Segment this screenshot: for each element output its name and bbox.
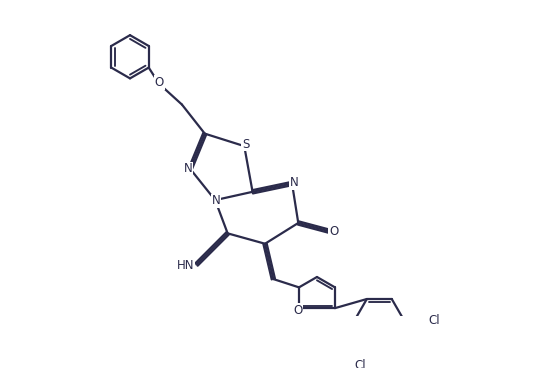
Text: Cl: Cl <box>428 314 440 327</box>
Text: S: S <box>242 138 249 151</box>
Text: N: N <box>184 162 193 176</box>
Text: Cl: Cl <box>355 360 366 368</box>
Text: N: N <box>211 194 220 208</box>
Text: HN: HN <box>177 259 194 272</box>
Text: O: O <box>154 76 164 89</box>
Text: N: N <box>290 176 299 189</box>
Text: O: O <box>293 304 302 317</box>
Text: O: O <box>329 225 338 238</box>
